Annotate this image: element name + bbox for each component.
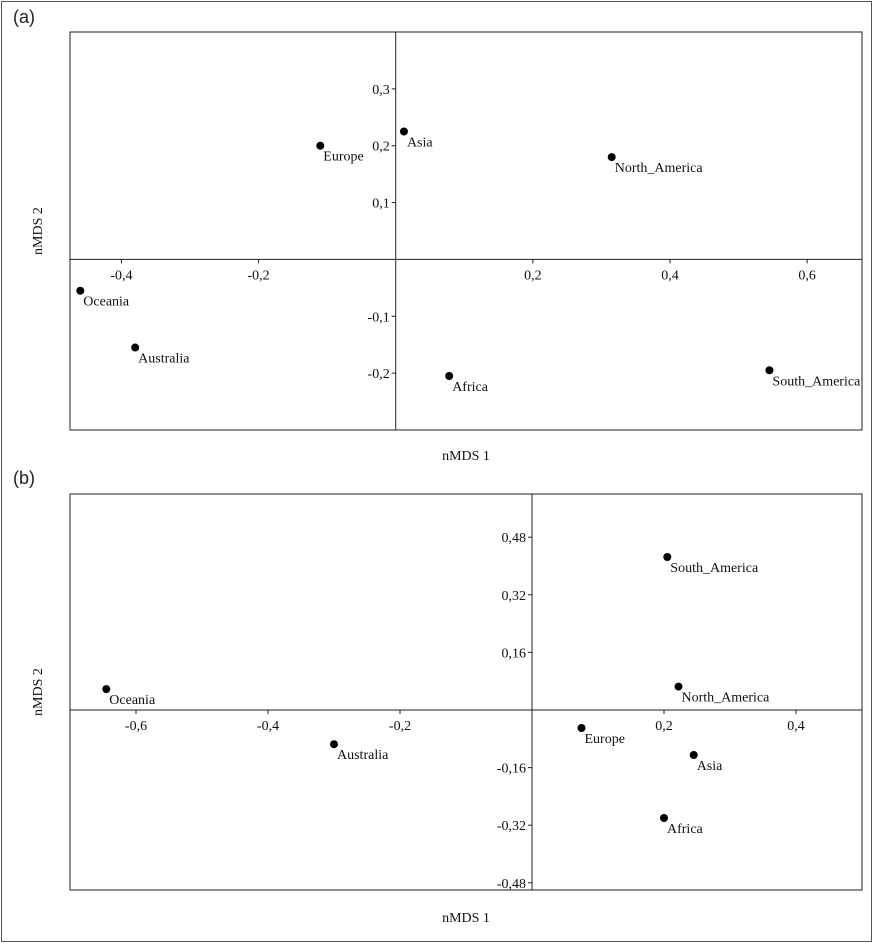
panel-b-y-tick-label: 0,32 xyxy=(502,589,527,604)
panel-b-point-label-africa: Africa xyxy=(667,822,704,837)
panel-b-x-tick-label: -0,6 xyxy=(125,719,147,734)
panel-a-x-tick-label: 0,2 xyxy=(524,268,542,283)
panel-a-y-tick-label: -0,2 xyxy=(368,367,390,382)
panel-b-x-tick-label: 0,2 xyxy=(655,719,673,734)
panel-b-point-asia xyxy=(689,751,698,759)
panel-b-x-tick-label: 0,4 xyxy=(787,719,805,734)
panel-a-point-label-asia: Asia xyxy=(407,136,433,151)
panel-a-x-tick-label: -0,4 xyxy=(110,268,132,283)
panel-a-point-oceania xyxy=(76,286,85,295)
panel-b-point-north-america xyxy=(674,682,683,691)
panel-a-point-africa xyxy=(445,371,454,380)
panel-b-point-africa xyxy=(660,814,668,822)
panel-a-point-australia xyxy=(131,343,140,352)
panel-b-x-tick-label: -0,2 xyxy=(389,719,411,734)
panel-b-point-oceania xyxy=(102,685,111,694)
panel-b-point-label-europe: Europe xyxy=(585,732,625,747)
panel-a-plot-border xyxy=(69,31,863,431)
panel-b-y-tick-label: -0,16 xyxy=(497,762,526,777)
panel-b-point-australia xyxy=(330,740,338,749)
panel-b-label: (b) xyxy=(13,468,35,488)
panel-b-x-tick-label: -0,4 xyxy=(257,719,279,734)
panel-b-plot-border xyxy=(69,493,863,891)
panel-b-point-label-north-america: North_America xyxy=(682,691,771,706)
panel-a-x-axis-title: nMDS 1 xyxy=(442,449,490,464)
panel-a-x-tick-label: 0,6 xyxy=(798,268,816,283)
panel-a-y-tick-label: 0,3 xyxy=(372,83,390,98)
panel-a-point-north-america xyxy=(607,153,616,162)
panel-a-point-label-oceania: Oceania xyxy=(83,295,130,310)
panel-b-x-axis-title: nMDS 1 xyxy=(442,911,490,926)
panel-a-y-tick-label: 0,1 xyxy=(372,197,390,212)
panel-b-point-label-australia: Australia xyxy=(337,748,389,763)
panel-b-point-south-america xyxy=(663,553,672,561)
panel-b-point-europe xyxy=(577,724,586,732)
panel-a-label: (a) xyxy=(13,7,35,27)
panel-b-y-tick-label: -0,48 xyxy=(497,877,526,892)
panel-b-y-tick-label: 0,16 xyxy=(502,646,527,661)
panel-b-y-axis-title: nMDS 2 xyxy=(31,668,46,716)
panel-a-x-tick-label: 0,4 xyxy=(661,268,679,283)
panel-a-point-label-australia: Australia xyxy=(138,352,190,367)
panel-b-y-tick-label: 0,48 xyxy=(502,531,527,546)
panel-a-y-tick-label: 0,2 xyxy=(372,140,390,155)
panel-b-point-label-south-america: South_America xyxy=(670,561,759,576)
panel-a-point-label-europe: Europe xyxy=(323,150,363,165)
panel-a-point-asia xyxy=(399,127,408,136)
panel-b-point-label-oceania: Oceania xyxy=(109,693,156,708)
panel-a-point-label-africa: Africa xyxy=(452,380,489,395)
panel-a-point-label-south-america: South_America xyxy=(772,374,861,389)
panel-a-point-south-america xyxy=(765,366,774,375)
panel-a-point-label-north-america: North_America xyxy=(615,161,704,176)
panel-a-x-tick-label: -0,2 xyxy=(247,268,269,283)
panel-a-point-europe xyxy=(316,141,325,150)
panel-b-y-tick-label: -0,32 xyxy=(497,819,526,834)
panel-b-point-label-asia: Asia xyxy=(697,759,723,774)
panel-a-y-axis-title: nMDS 2 xyxy=(31,207,46,255)
panel-a-y-tick-label: -0,1 xyxy=(368,310,390,325)
